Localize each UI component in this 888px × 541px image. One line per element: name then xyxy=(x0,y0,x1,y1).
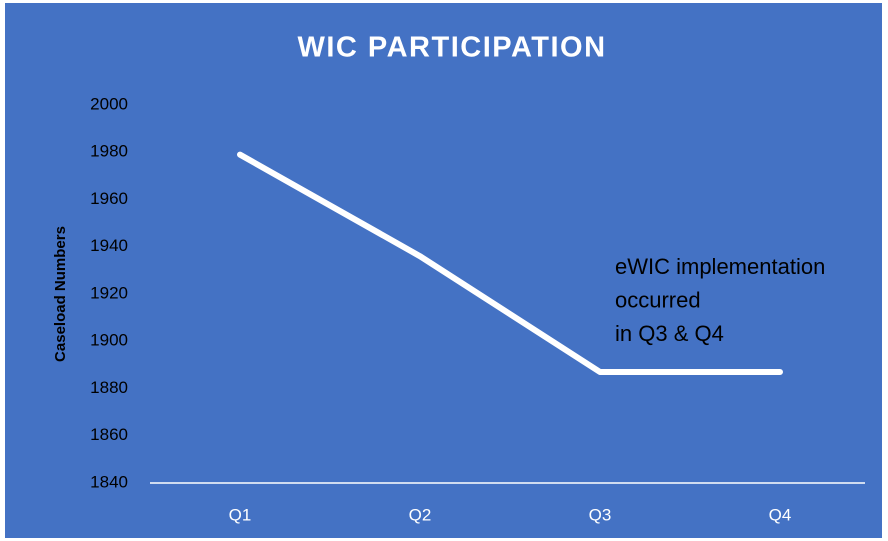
annotation: occurred xyxy=(615,287,701,312)
x-tick-label: Q1 xyxy=(229,505,252,524)
y-tick-label: 2000 xyxy=(90,94,128,113)
y-tick-label: 1880 xyxy=(90,378,128,397)
y-tick-label: 1900 xyxy=(90,331,128,350)
y-tick-label: 1860 xyxy=(90,425,128,444)
annotation: in Q3 & Q4 xyxy=(615,321,724,346)
x-tick-label: Q3 xyxy=(589,505,612,524)
chart-title: WIC PARTICIPATION xyxy=(297,32,606,64)
y-tick-label: 1840 xyxy=(90,472,128,491)
annotation: eWIC implementation xyxy=(615,254,825,279)
y-axis-label: Caseload Numbers xyxy=(52,226,69,362)
data-line xyxy=(237,151,783,375)
y-tick-label: 1940 xyxy=(90,236,128,255)
y-tick-label: 1980 xyxy=(90,142,128,161)
y-tick-label: 1920 xyxy=(90,283,128,302)
x-tick-label: Q2 xyxy=(409,505,432,524)
x-tick-label: Q4 xyxy=(769,505,792,524)
y-tick-label: 1960 xyxy=(90,189,128,208)
